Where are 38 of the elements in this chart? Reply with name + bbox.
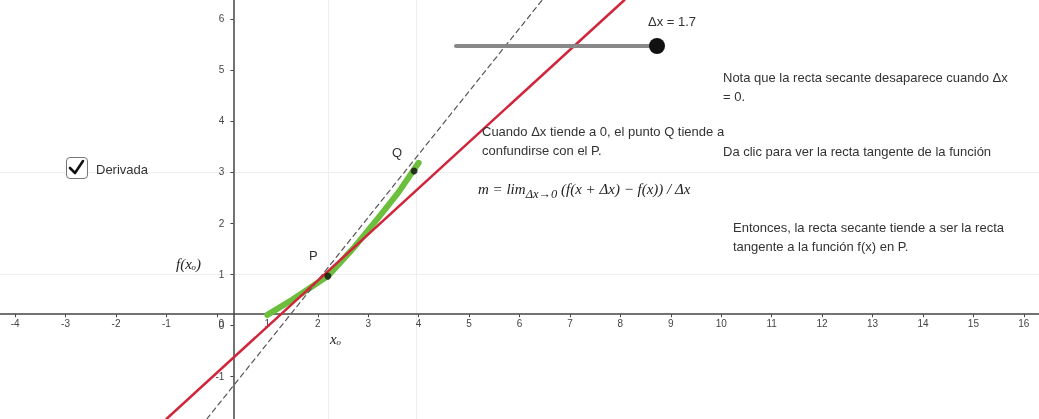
x-tick-label: 11	[766, 317, 778, 329]
annotation: Da clic para ver la recta tangente de la función	[723, 143, 993, 161]
x-tick-label: 14	[917, 317, 929, 329]
x-tick-label: 8	[617, 317, 624, 329]
x-tick-label: 16	[1018, 317, 1030, 329]
annotation: m = lim$_{Δx→0}$ (f(x + Δx) − f(x)) / Δx	[478, 180, 691, 203]
x-tick-label: -1	[161, 317, 172, 329]
x-tick-label: -4	[10, 317, 21, 329]
x-tick-label: 7	[567, 317, 574, 329]
y-tick-label: 3	[218, 166, 225, 178]
annotation: Q	[392, 144, 403, 162]
x-tick-label: 9	[668, 317, 675, 329]
x-tick-label: -2	[111, 317, 121, 329]
x-tick-label: -3	[61, 317, 71, 329]
x-tick-label: 12	[816, 317, 829, 329]
y-tick-label: 2	[218, 217, 225, 229]
annotation: P	[309, 247, 318, 265]
y-tick-label: 6	[218, 13, 225, 25]
annotation: xₒ	[330, 330, 341, 349]
annotation: Δx = 1.7	[648, 13, 697, 31]
annotation: Derivada	[96, 161, 149, 179]
x-tick-label: 6	[516, 317, 523, 329]
y-tick-label: -1	[215, 370, 225, 382]
y-tick-label: 4	[218, 115, 225, 127]
annotation: Nota que la recta secante desaparece cuando Δx = 0.	[723, 69, 1009, 106]
x-tick-label: 4	[415, 317, 422, 329]
annotation: f(xₒ)	[176, 255, 202, 274]
annotation: Cuando Δx tiende a 0, el punto Q tiende a confundirse con el P.	[482, 124, 725, 158]
x-tick-label: 13	[867, 317, 879, 329]
x-tick-label: 2	[314, 317, 321, 329]
x-tick-label: 10	[715, 317, 728, 329]
x-tick-label: 0	[218, 317, 225, 329]
x-tick-label: 3	[365, 317, 372, 329]
y-tick-label: 5	[218, 64, 225, 76]
x-tick-label: 5	[466, 317, 473, 329]
y-tick-label: 1	[218, 268, 225, 280]
x-tick-label: 15	[967, 317, 980, 329]
annotation: Entonces, la recta secante tiende a ser la recta tangente a la función f(x) en P.	[733, 219, 1005, 256]
